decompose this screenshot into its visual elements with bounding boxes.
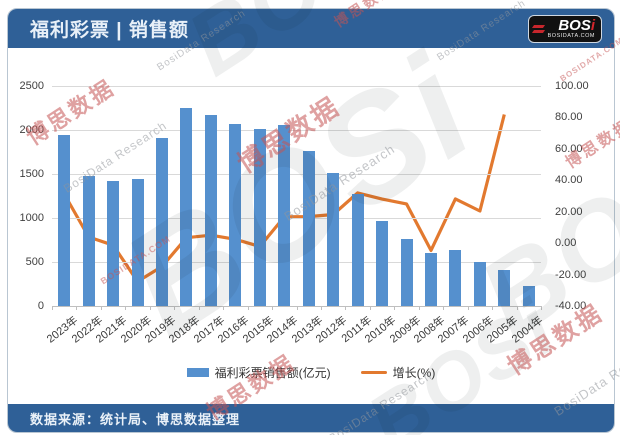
sales-bar: [131, 178, 144, 306]
gridline: [52, 218, 541, 219]
right-axis-tick-label: 60.00: [555, 142, 583, 155]
x-axis-tick: [125, 306, 127, 310]
x-axis-tick: [100, 306, 102, 310]
right-axis-tick-label: 0.00: [555, 237, 577, 250]
x-axis-tick: [272, 306, 274, 310]
sales-bar: [522, 286, 535, 306]
legend-item-growth: 增长(%): [360, 364, 436, 381]
logo-stripes-icon: [531, 24, 546, 37]
data-source-text: 数据来源：统计局、博思数据整理: [30, 411, 241, 427]
sales-bar: [180, 108, 193, 306]
x-axis-tick: [149, 306, 151, 310]
x-axis-tick: [418, 306, 420, 310]
x-axis-tick: [320, 306, 322, 310]
x-axis-tick: [541, 306, 542, 310]
x-axis-tick: [247, 306, 249, 310]
left-axis-tick-label: 0: [37, 300, 44, 312]
x-axis-tick: [467, 306, 469, 310]
sales-bar: [498, 269, 511, 306]
right-axis-tick-label: 80.00: [555, 111, 583, 124]
x-axis-tick: [76, 306, 78, 310]
legend-bar-swatch-icon: [186, 368, 209, 377]
x-axis-tick: [369, 306, 371, 310]
footer-bar: 数据来源：统计局、博思数据整理: [8, 404, 614, 432]
sales-bar: [424, 252, 437, 306]
right-axis-tick-label: 40.00: [555, 174, 583, 187]
x-axis-tick: [443, 306, 445, 310]
legend-item-sales: 福利彩票销售额(亿元): [186, 364, 331, 381]
legend-sales-label: 福利彩票销售额(亿元): [214, 366, 331, 380]
sales-bar: [400, 239, 413, 306]
right-axis-tick-label: -20.00: [555, 268, 587, 281]
sales-bar: [82, 175, 95, 306]
x-axis-tick: [174, 306, 176, 310]
sales-bar: [351, 193, 364, 306]
legend-growth-label: 增长(%): [392, 366, 436, 380]
sales-bar: [58, 134, 71, 306]
chart-plot-region: 福利彩票销售额(亿元) 增长(%) 0 500 1000 1500 2000 2500 -4…: [8, 48, 614, 404]
growth-line-series: [62, 114, 506, 284]
right-axis-tick-label: 20.00: [555, 205, 583, 218]
x-axis-tick: [345, 306, 347, 310]
sales-bar: [253, 128, 266, 306]
x-axis-tick: [394, 306, 396, 310]
x-axis-tick: [516, 306, 518, 310]
left-axis-tick-label: 1500: [19, 168, 44, 180]
x-axis-tick: [492, 306, 494, 310]
x-axis-tick: [198, 306, 200, 310]
right-axis-tick-label: 100.00: [555, 80, 589, 92]
left-axis-tick-label: 2500: [19, 80, 44, 92]
gridline: [52, 174, 541, 175]
x-axis-tick: [223, 306, 225, 310]
sales-bar: [229, 124, 242, 306]
sales-bar: [156, 137, 169, 306]
chart-card: 福利彩票 | 销售额 BOSi BOSIDATA.COM 福利彩票销售额(亿元)…: [7, 8, 615, 433]
left-axis-tick-label: 500: [25, 256, 44, 268]
page-title: 福利彩票 | 销售额: [30, 20, 189, 41]
legend-line-swatch-icon: [360, 371, 387, 374]
sales-bar: [449, 250, 462, 306]
gridline: [52, 130, 541, 131]
logo-text: BOSi: [558, 16, 595, 34]
gridline: [52, 86, 541, 87]
right-axis-tick-label: -40.00: [555, 300, 587, 312]
bosi-logo: BOSi BOSIDATA.COM: [528, 14, 602, 43]
sales-bar: [278, 124, 291, 306]
logo-subtext: BOSIDATA.COM: [547, 32, 595, 39]
header-bar: 福利彩票 | 销售额 BOSi BOSIDATA.COM: [8, 9, 614, 48]
left-axis-tick-label: 2000: [19, 124, 44, 136]
sales-bar: [376, 220, 389, 306]
left-axis-tick-label: 1000: [19, 212, 44, 224]
sales-bar: [107, 180, 120, 306]
x-axis-tick: [52, 306, 53, 310]
sales-bar: [327, 173, 340, 306]
gridline: [52, 262, 541, 263]
sales-bar: [204, 115, 217, 306]
sales-bar: [302, 150, 315, 306]
sales-bar: [473, 262, 486, 306]
chart-legend: 福利彩票销售额(亿元) 增长(%): [8, 364, 614, 381]
x-axis-tick: [296, 306, 298, 310]
